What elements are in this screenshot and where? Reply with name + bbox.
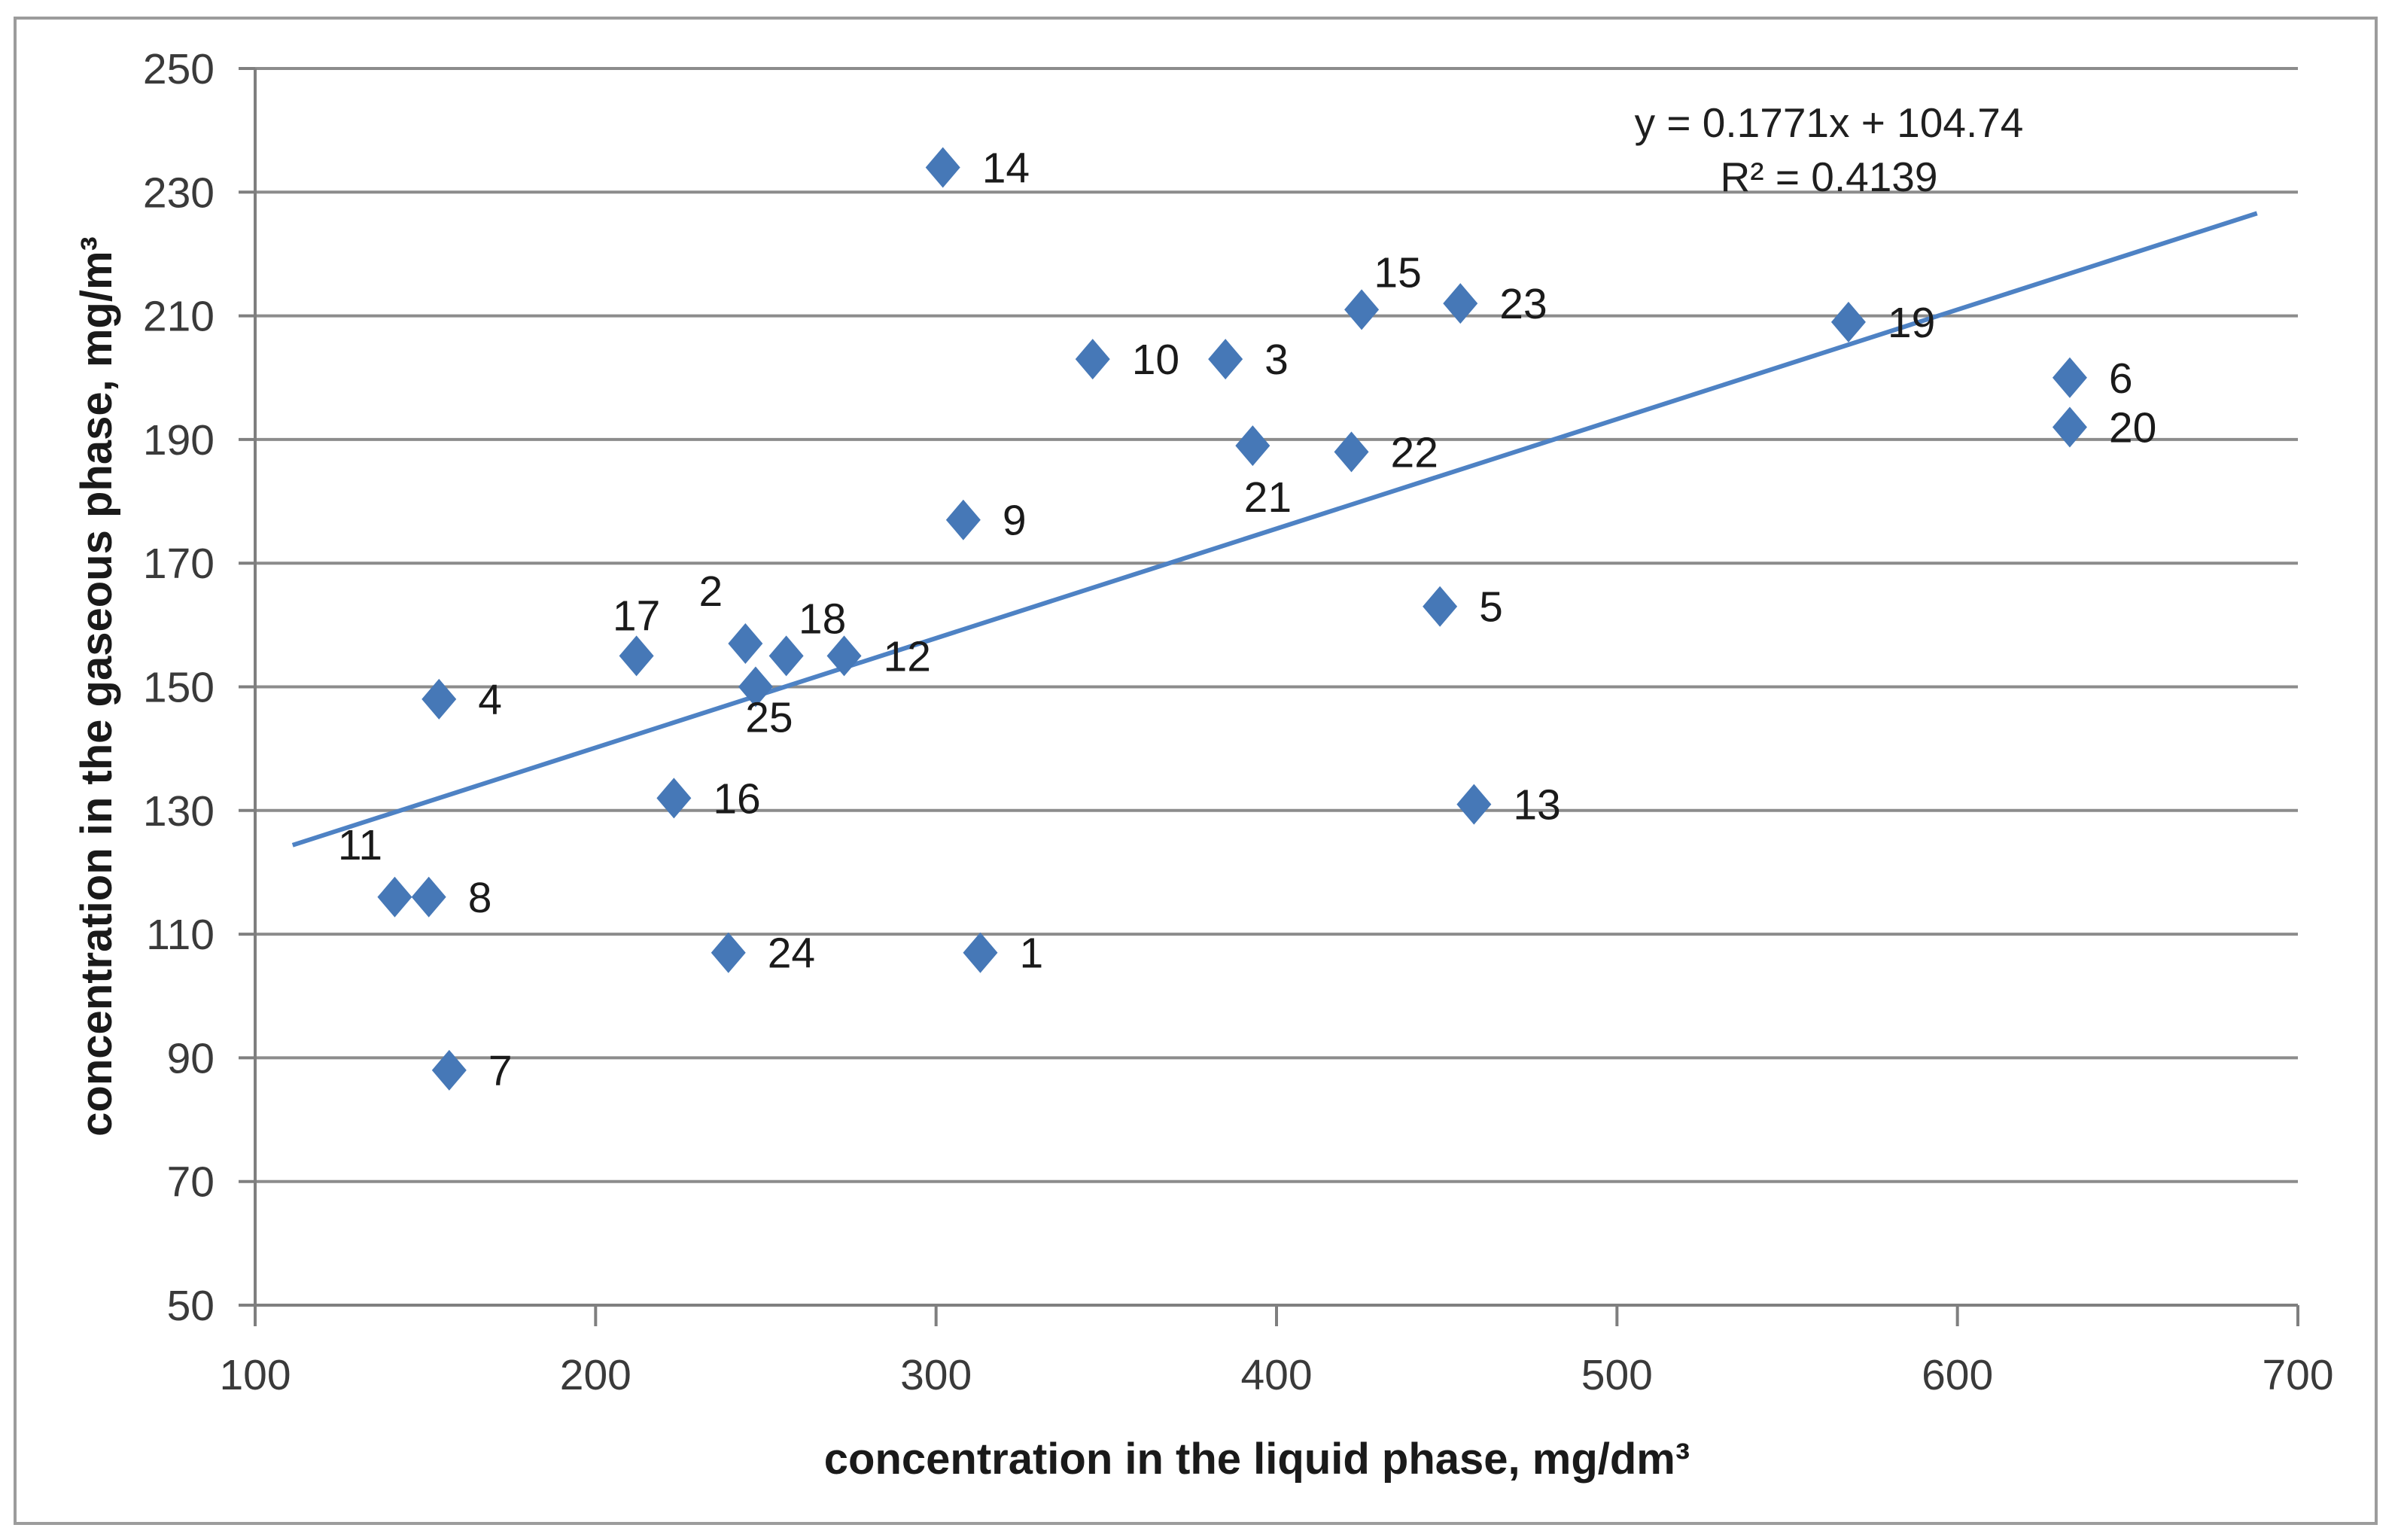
y-axis-title: concentration in the gaseous phase, mg/m…	[72, 236, 121, 1137]
data-point-label-4: 4	[478, 676, 502, 724]
data-point-label-8: 8	[468, 874, 492, 922]
y-tick-label: 190	[143, 416, 215, 464]
data-point-label-14: 14	[982, 144, 1030, 192]
y-tick-label: 250	[143, 45, 215, 93]
data-point-label-7: 7	[488, 1047, 513, 1095]
data-point-label-5: 5	[1479, 583, 1503, 632]
data-point-label-22: 22	[1391, 428, 1438, 476]
data-point-3	[1208, 339, 1243, 380]
y-tick-label: 130	[143, 787, 215, 835]
data-point-label-15: 15	[1374, 248, 1421, 297]
data-point-12	[826, 635, 862, 677]
figure-border	[14, 17, 2378, 1525]
data-point-20	[2052, 406, 2087, 448]
data-point-21	[1235, 425, 1270, 467]
y-tick-label: 90	[167, 1034, 215, 1082]
data-point-label-13: 13	[1513, 781, 1560, 829]
data-point-8	[411, 876, 446, 918]
x-tick-label: 400	[1240, 1351, 1312, 1399]
data-point-label-20: 20	[2109, 403, 2156, 452]
data-point-1	[963, 932, 998, 973]
y-tick-label: 150	[143, 664, 215, 712]
data-point-label-3: 3	[1264, 336, 1289, 384]
data-point-label-12: 12	[884, 632, 931, 680]
data-point-label-23: 23	[1499, 280, 1547, 328]
y-tick-label: 230	[143, 169, 215, 217]
data-point-18	[768, 635, 804, 677]
trendline	[291, 211, 2258, 848]
data-point-label-6: 6	[2109, 355, 2133, 403]
data-point-label-21: 21	[1244, 473, 1292, 522]
y-tick-label: 70	[167, 1158, 215, 1207]
y-tick-label: 170	[143, 540, 215, 588]
data-point-14	[925, 147, 960, 188]
data-point-label-2: 2	[699, 568, 723, 616]
data-point-24	[711, 932, 746, 973]
x-tick-label: 300	[900, 1351, 972, 1399]
data-point-15	[1344, 289, 1380, 330]
x-tick-label: 600	[1922, 1351, 1993, 1399]
data-point-9	[945, 499, 981, 540]
data-point-23	[1443, 283, 1478, 324]
x-tick-label: 100	[219, 1351, 291, 1399]
y-tick-label: 50	[167, 1282, 215, 1330]
data-point-label-17: 17	[613, 592, 660, 640]
x-tick-label: 500	[1581, 1351, 1653, 1399]
data-point-17	[619, 635, 654, 677]
data-point-7	[431, 1049, 467, 1091]
data-point-11	[377, 876, 412, 918]
trendline-equation: y = 0.1771x + 104.74	[1635, 99, 2024, 146]
data-point-label-10: 10	[1132, 336, 1179, 384]
trendline-r-squared: R² = 0.4139	[1721, 154, 1938, 200]
data-point-13	[1456, 784, 1492, 825]
data-point-label-19: 19	[1888, 299, 1935, 347]
data-point-label-16: 16	[713, 775, 760, 823]
y-tick-label: 210	[143, 293, 215, 341]
data-point-label-24: 24	[768, 930, 815, 978]
data-point-25	[738, 666, 773, 708]
data-point-22	[1334, 431, 1369, 473]
data-point-5	[1423, 586, 1458, 627]
data-point-2	[728, 622, 763, 664]
x-tick-label: 700	[2262, 1351, 2333, 1399]
data-point-19	[1830, 301, 1866, 342]
data-point-4	[421, 678, 457, 720]
data-point-label-11: 11	[338, 821, 382, 869]
data-point-6	[2052, 357, 2087, 398]
data-point-label-18: 18	[799, 595, 846, 643]
data-point-label-25: 25	[745, 694, 793, 742]
data-point-label-9: 9	[1003, 497, 1027, 545]
data-point-label-1: 1	[1019, 930, 1043, 978]
x-tick-label: 200	[560, 1351, 631, 1399]
data-point-10	[1075, 339, 1110, 380]
y-tick-label: 110	[146, 911, 215, 959]
data-point-16	[656, 778, 692, 819]
x-axis-title: concentration in the liquid phase, mg/dm…	[824, 1435, 1690, 1484]
